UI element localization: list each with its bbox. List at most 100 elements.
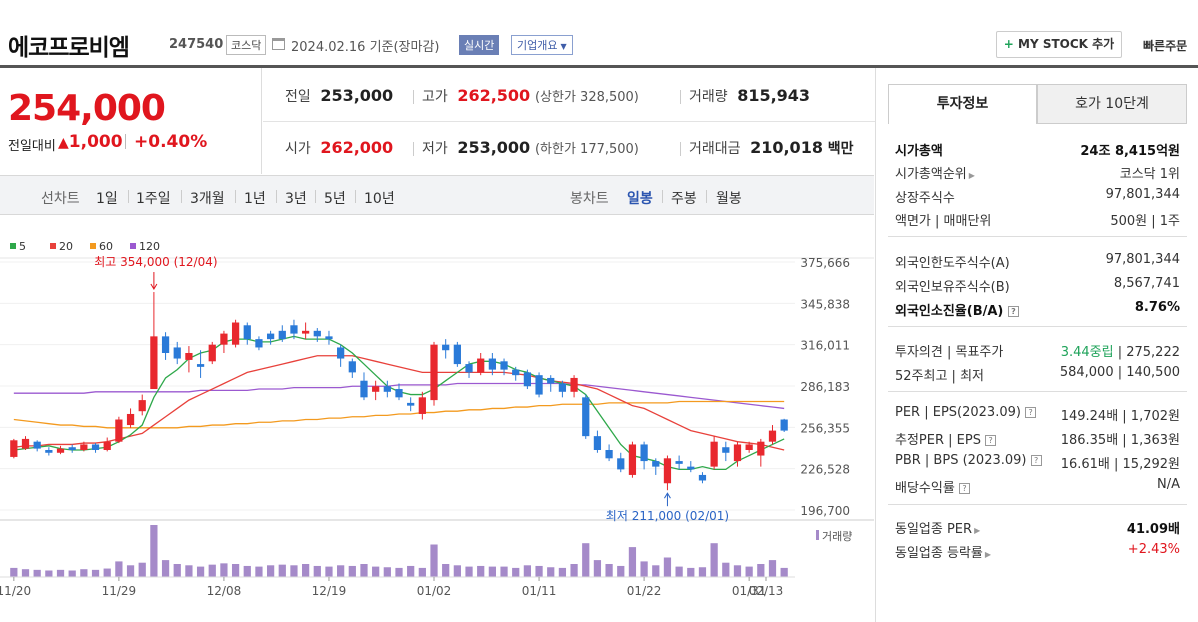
pbr-bps: PBR | BPS (2023.09) ? — [895, 453, 1042, 468]
help-icon[interactable]: ? — [1007, 306, 1019, 317]
dividend-yield-value: N/A — [1157, 477, 1180, 492]
candle — [103, 441, 111, 450]
foreign-ratio: 외국인소진율(B/A) ? — [895, 300, 1019, 319]
y-tick-label: 286,183 — [800, 380, 850, 394]
divider — [888, 504, 1187, 505]
amount-unit: 백만 — [827, 141, 854, 157]
period-1y[interactable]: 1년 — [244, 191, 266, 207]
volume-bar — [698, 567, 707, 577]
upper-limit: (상한가 328,500) — [534, 90, 639, 105]
volume-bar — [21, 569, 30, 577]
candle-weekly[interactable]: 주봉 — [671, 191, 697, 207]
legend-label: 60 — [99, 240, 113, 253]
candle — [745, 444, 753, 450]
volume-bar — [372, 566, 380, 577]
divider — [413, 90, 414, 104]
candle — [196, 364, 205, 367]
volume-bar — [582, 543, 590, 577]
volume-bar — [512, 567, 520, 577]
high-price: 고가 262,500 (상한가 328,500) — [422, 86, 639, 106]
tab-invest-info[interactable]: 투자정보 — [888, 84, 1037, 124]
volume-bar — [663, 557, 672, 577]
volume-bar — [465, 566, 473, 577]
prev-close-value: 253,000 — [320, 86, 394, 105]
quick-order-link[interactable]: 빠른주문 — [1143, 39, 1188, 53]
market-cap-rank-link[interactable]: 시가총액순위 ▶ — [895, 163, 975, 182]
candle — [523, 372, 532, 387]
candle — [278, 330, 286, 340]
volume-bar — [337, 565, 345, 577]
open-price: 시가 262,000 — [285, 138, 393, 158]
realtime-button[interactable]: 실시간 — [459, 35, 500, 55]
foreign-hold-value: 8,567,741 — [1113, 276, 1180, 291]
candle — [45, 449, 53, 453]
candle-daily[interactable]: 일봉 — [627, 191, 653, 207]
period-10y[interactable]: 10년 — [364, 191, 395, 207]
volume-bar — [617, 565, 625, 577]
tab-hoga-10[interactable]: 호가 10단계 — [1037, 84, 1187, 124]
opinion-label: 투자의견 | 목표주가 — [895, 345, 1004, 360]
candle — [161, 336, 170, 353]
low-price: 저가 253,000 (하한가 177,500) — [422, 138, 639, 158]
volume-bar — [68, 570, 76, 577]
candle — [757, 441, 765, 456]
volume-bar — [103, 568, 111, 577]
period-1d[interactable]: 1일 — [96, 191, 118, 207]
min-annotation: 최저 211,000 (02/01) — [606, 509, 729, 523]
market-cap-label: 시가총액 — [895, 144, 943, 159]
par-value-value: 500원 | 1주 — [1110, 214, 1180, 229]
volume-value: 815,943 — [737, 86, 811, 105]
period-3m[interactable]: 3개월 — [190, 191, 225, 207]
market-badge: 코스닥 — [226, 35, 267, 55]
candle — [337, 347, 345, 359]
corp-info-dropdown[interactable]: 기업개요 ▼ — [511, 35, 573, 55]
candle — [68, 447, 76, 450]
help-icon[interactable]: ? — [1025, 407, 1037, 418]
stock-code: 247540 — [169, 37, 224, 52]
candle — [302, 330, 310, 334]
candle — [652, 461, 660, 467]
candle — [768, 430, 777, 442]
diff-label: 전일대비 — [8, 139, 56, 154]
period-5y[interactable]: 5년 — [324, 191, 346, 207]
chevron-right-icon: ▶ — [974, 526, 981, 535]
volume-bar — [675, 566, 683, 577]
divider — [263, 121, 875, 122]
candle — [126, 413, 135, 426]
period-3y[interactable]: 3년 — [285, 191, 307, 207]
sector-change-link[interactable]: 동일업종 등락률 ▶ — [895, 542, 991, 561]
volume-bar — [56, 569, 65, 577]
prev-close-label: 전일 — [285, 89, 311, 105]
volume-bar — [687, 567, 695, 577]
candle — [698, 474, 707, 481]
volume-bar — [10, 567, 18, 577]
mystock-add-button[interactable]: + MY STOCK 추가 — [996, 31, 1122, 58]
volume-bar — [418, 567, 426, 577]
sector-per-link[interactable]: 동일업종 PER ▶ — [895, 518, 980, 537]
period-1w[interactable]: 1주일 — [136, 191, 171, 207]
per-eps-value: 149.24배 | 1,702원 — [1060, 409, 1180, 424]
divider — [125, 134, 126, 149]
divider — [181, 190, 182, 203]
volume-bar — [231, 564, 240, 577]
volume-bar — [768, 560, 777, 577]
help-icon[interactable]: ? — [958, 483, 970, 494]
help-icon[interactable]: ? — [1030, 455, 1042, 466]
help-icon[interactable]: ? — [985, 435, 997, 446]
pbr-bps-label: PBR | BPS (2023.09) — [895, 453, 1027, 468]
max-annotation: 최고 354,000 (12/04) — [94, 255, 217, 269]
divider — [706, 190, 707, 203]
volume-bar — [780, 567, 788, 577]
legend-label: 20 — [59, 240, 73, 253]
volume-bar — [535, 565, 543, 577]
candle — [663, 458, 672, 484]
ma60-line — [13, 400, 785, 429]
volume-bar — [278, 564, 286, 577]
header-divider — [0, 65, 1198, 68]
volume-bar — [430, 544, 438, 577]
price-chart[interactable]: 375,666 345,838 316,011 286,183 256,355 226,5… — [0, 233, 874, 622]
y-tick-label: 226,528 — [800, 463, 850, 477]
legend-swatch — [90, 243, 96, 249]
candle-monthly[interactable]: 월봉 — [716, 191, 742, 207]
candle — [220, 333, 228, 345]
